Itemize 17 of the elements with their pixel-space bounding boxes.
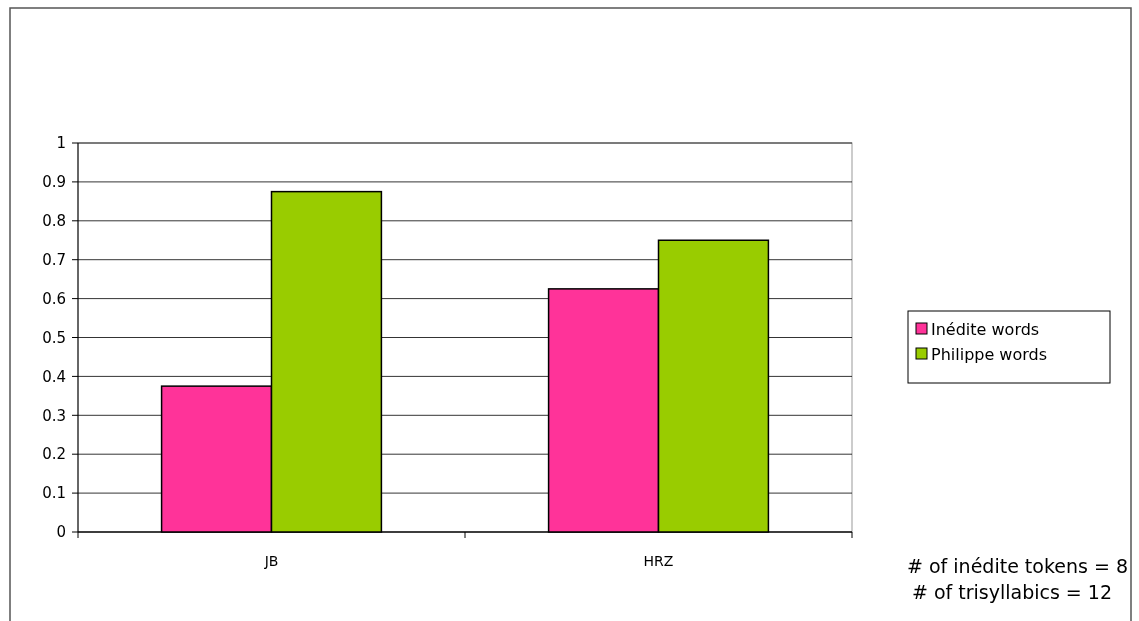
text: # of trisyllabics = 12 <box>911 581 1112 603</box>
y-tick-label: 0.6 <box>42 289 66 308</box>
legend-label: Philippe words <box>931 344 1048 364</box>
y-tick-label: 0.4 <box>42 367 66 386</box>
legend-label: Inédite words <box>931 319 1040 339</box>
y-tick-label: 0 <box>56 523 66 542</box>
y-tick-label: 0.9 <box>42 173 66 192</box>
y-tick-label: 1 <box>56 134 66 153</box>
y-tick-label: 0.7 <box>42 250 66 269</box>
y-tick-label: 0.5 <box>42 328 66 347</box>
y-tick-label: 0.2 <box>42 445 66 464</box>
y-tick-label: 0.1 <box>42 484 66 503</box>
y-tick-label: 0.3 <box>42 406 66 425</box>
text: # of inédite tokens = 8 <box>907 555 1128 577</box>
x-tick-label: JB <box>263 553 279 569</box>
y-tick-label: 0.8 <box>42 212 66 231</box>
x-tick-label: HRZ <box>643 553 674 569</box>
